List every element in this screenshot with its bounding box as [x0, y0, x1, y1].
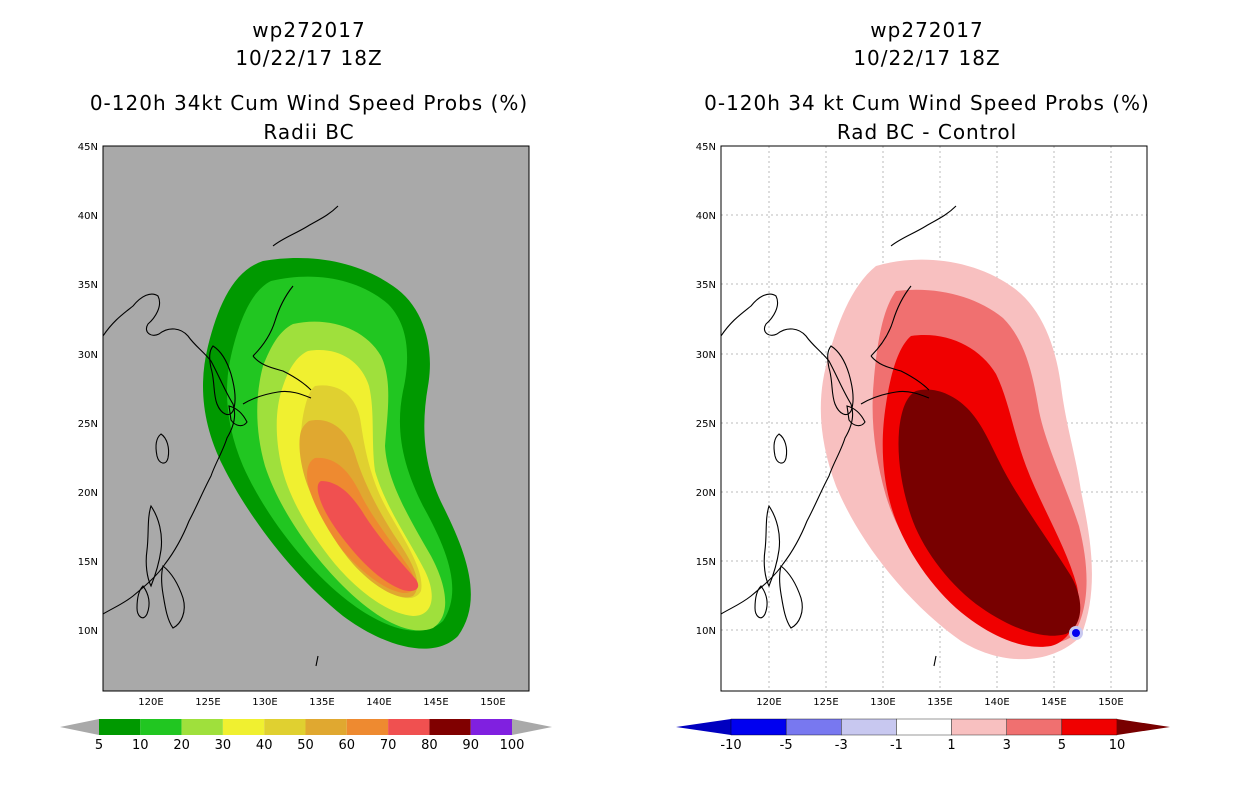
- right-colorbar-high-arrow: [1117, 719, 1170, 735]
- left-lon-label-150: 150E: [480, 697, 505, 708]
- left-storm-id: wp272017: [252, 18, 366, 42]
- left-datetime: 10/22/17 18Z: [235, 46, 383, 70]
- left-lon-label-125: 125E: [195, 697, 220, 708]
- right-colorbar-segment: [785, 718, 842, 736]
- left-colorbar-segment: [470, 719, 512, 735]
- left-lon-label-145: 145E: [423, 697, 448, 708]
- right-colorbar-label: 10: [1109, 738, 1126, 753]
- left-map-panel: [102, 145, 530, 692]
- right-colorbar-segment: [1061, 718, 1118, 736]
- right-lon-label-135: 135E: [927, 697, 952, 708]
- right-title: 0-120h 34 kt Cum Wind Speed Probs (%): [704, 91, 1150, 115]
- right-colorbar-segments: [676, 718, 1170, 736]
- left-lon-label-120: 120E: [138, 697, 163, 708]
- right-colorbar: -10 -5 -3 -1 1 3 5 10: [676, 718, 1170, 753]
- left-colorbar-segment: [181, 719, 223, 735]
- right-colorbar-labels: -10 -5 -3 -1 1 3 5 10: [720, 738, 1125, 753]
- left-colorbar-high-arrow: [512, 719, 552, 735]
- left-colorbar-label: 40: [256, 738, 273, 753]
- right-colorbar-label: 1: [947, 738, 955, 753]
- left-lat-label-20: 20N: [78, 488, 98, 499]
- right-datetime: 10/22/17 18Z: [853, 46, 1001, 70]
- right-colorbar-label: -3: [835, 738, 848, 753]
- left-colorbar-segment: [264, 719, 306, 735]
- right-colorbar-label: -1: [890, 738, 903, 753]
- left-colorbar-label: 90: [462, 738, 479, 753]
- left-colorbar-segment: [429, 719, 471, 735]
- left-colorbar-labels: 5 10 20 30 40 50 60 70 80 90 100: [95, 738, 525, 753]
- left-colorbar-segment: [388, 719, 430, 735]
- right-lon-label-130: 130E: [870, 697, 895, 708]
- left-colorbar-label: 10: [132, 738, 149, 753]
- right-colorbar-label: -10: [720, 738, 741, 753]
- left-axes: 45N 40N 35N 30N 25N 20N 15N 10N 120E 125…: [78, 142, 506, 708]
- left-colorbar-segment: [305, 719, 347, 735]
- left-subtitle: Radii BC: [263, 120, 355, 144]
- right-colorbar-label: -5: [780, 738, 793, 753]
- left-lat-label-35: 35N: [78, 280, 98, 291]
- left-lat-label-30: 30N: [78, 350, 98, 361]
- left-lat-label-40: 40N: [78, 211, 98, 222]
- right-lat-label-25: 25N: [696, 419, 716, 430]
- left-colorbar: 5 10 20 30 40 50 60 70 80 90 100: [60, 719, 552, 753]
- left-lat-label-10: 10N: [78, 626, 98, 637]
- left-colorbar-label: 50: [297, 738, 314, 753]
- left-colorbar-label: 30: [215, 738, 232, 753]
- right-colorbar-segment: [951, 718, 1007, 736]
- right-colorbar-segment: [841, 718, 897, 736]
- left-colorbar-segment: [346, 719, 389, 735]
- left-title: 0-120h 34kt Cum Wind Speed Probs (%): [89, 91, 529, 115]
- right-lat-label-40: 40N: [696, 211, 716, 222]
- right-colorbar-segment: [730, 718, 787, 736]
- right-colorbar-segment: [1006, 718, 1063, 736]
- left-lon-label-130: 130E: [252, 697, 277, 708]
- left-lat-label-25: 25N: [78, 419, 98, 430]
- right-lat-label-15: 15N: [696, 557, 716, 568]
- left-lat-label-15: 15N: [78, 557, 98, 568]
- right-lat-label-30: 30N: [696, 350, 716, 361]
- left-colorbar-segment: [99, 719, 141, 735]
- right-colorbar-low-arrow: [676, 719, 731, 735]
- left-colorbar-label: 70: [380, 738, 397, 753]
- right-lon-label-140: 140E: [984, 697, 1009, 708]
- right-lon-label-120: 120E: [756, 697, 781, 708]
- left-lon-label-135: 135E: [309, 697, 334, 708]
- left-colorbar-label: 5: [95, 738, 103, 753]
- right-lon-label-150: 150E: [1098, 697, 1123, 708]
- right-axes: 45N 40N 35N 30N 25N 20N 15N 10N 120E 125…: [696, 142, 1124, 708]
- left-lon-label-140: 140E: [366, 697, 391, 708]
- left-colorbar-label: 80: [421, 738, 438, 753]
- right-colorbar-segment: [896, 718, 952, 736]
- right-storm-id: wp272017: [870, 18, 984, 42]
- right-subtitle: Rad BC - Control: [836, 120, 1018, 144]
- right-lat-label-45: 45N: [696, 142, 716, 153]
- left-colorbar-low-arrow: [60, 719, 99, 735]
- right-lat-label-20: 20N: [696, 488, 716, 499]
- left-colorbar-segment: [140, 719, 182, 735]
- right-colorbar-label: 3: [1003, 738, 1011, 753]
- left-lat-label-45: 45N: [78, 142, 98, 153]
- right-lat-label-35: 35N: [696, 280, 716, 291]
- left-colorbar-label: 20: [173, 738, 190, 753]
- left-colorbar-segment: [222, 719, 265, 735]
- left-colorbar-segments: [99, 719, 512, 735]
- left-colorbar-label: 100: [500, 738, 525, 753]
- right-lat-label-10: 10N: [696, 626, 716, 637]
- left-colorbar-label: 60: [339, 738, 356, 753]
- right-lon-label-145: 145E: [1041, 697, 1066, 708]
- right-colorbar-label: 5: [1058, 738, 1066, 753]
- right-map-panel: [720, 145, 1148, 692]
- right-lon-label-125: 125E: [813, 697, 838, 708]
